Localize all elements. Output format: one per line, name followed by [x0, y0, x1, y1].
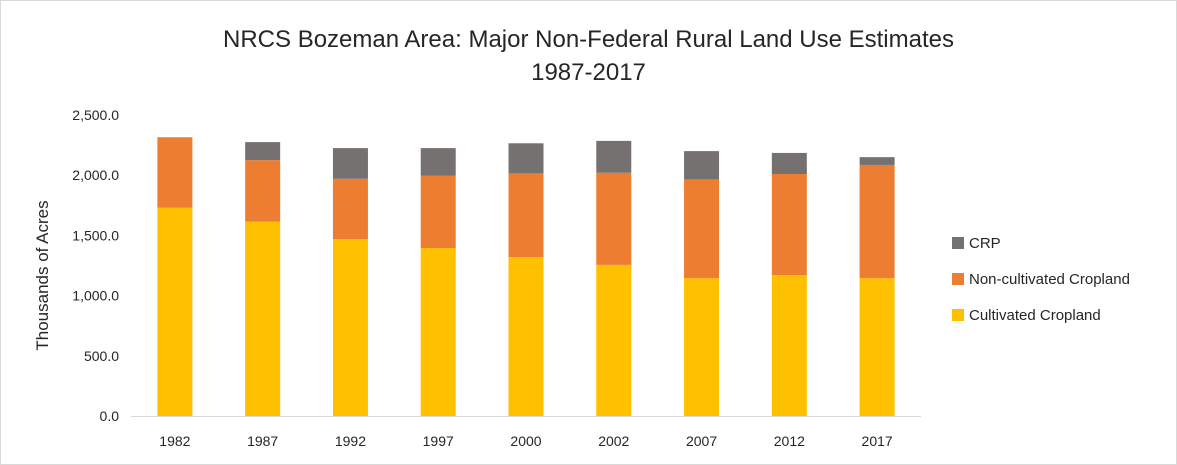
bar-cultivated-cropland-1987 [245, 221, 281, 416]
y-axis-title: Thousands of Acres [33, 200, 52, 350]
bar-non-cultivated-cropland-2002 [596, 172, 632, 265]
x-tick-label: 2017 [862, 433, 893, 449]
legend-label-non-cultivated-cropland: Non-cultivated Cropland [969, 271, 1130, 288]
x-tick-label: 1992 [335, 433, 366, 449]
legend-swatch-cultivated-cropland [952, 309, 964, 321]
y-tick-label: 1,000.0 [72, 288, 119, 304]
y-tick-label: 2,500.0 [72, 107, 119, 123]
chart-subtitle-line: 1987-2017 [531, 59, 646, 86]
bar-cultivated-cropland-2007 [684, 278, 720, 416]
bar-non-cultivated-cropland-1987 [245, 160, 281, 222]
x-tick-label: 2002 [598, 433, 629, 449]
legend-label-crp: CRP [969, 235, 1001, 252]
chart-title-line: NRCS Bozeman Area: Major Non-Federal Rur… [223, 26, 954, 53]
x-tick-label: 1997 [423, 433, 454, 449]
bar-crp-2017 [859, 157, 895, 165]
chart-title: NRCS Bozeman Area: Major Non-Federal Rur… [1, 23, 1176, 89]
bar-cultivated-cropland-1992 [332, 239, 368, 416]
bar-cultivated-cropland-2012 [771, 275, 807, 416]
bar-non-cultivated-cropland-1982 [157, 137, 193, 208]
bar-crp-1997 [420, 148, 456, 176]
x-tick-label: 1987 [247, 433, 278, 449]
bar-crp-1987 [245, 142, 281, 161]
x-tick-label: 2007 [686, 433, 717, 449]
x-tick-label: 2012 [774, 433, 805, 449]
x-tick-label: 1982 [159, 433, 190, 449]
y-tick-label: 2,000.0 [72, 167, 119, 183]
bar-non-cultivated-cropland-2012 [771, 173, 807, 276]
bar-cultivated-cropland-2017 [859, 278, 895, 416]
y-tick-label: 500.0 [84, 348, 119, 364]
bar-cultivated-cropland-2002 [596, 264, 632, 416]
bar-crp-2007 [684, 151, 720, 180]
bar-cultivated-cropland-2000 [508, 257, 544, 416]
legend-swatch-crp [952, 237, 964, 249]
bar-non-cultivated-cropland-2000 [508, 173, 544, 258]
bar-crp-2000 [508, 143, 544, 174]
bar-crp-1992 [332, 148, 368, 179]
bar-non-cultivated-cropland-2007 [684, 179, 720, 279]
y-tick-label: 1,500.0 [72, 227, 119, 243]
y-tick-label: 0.0 [100, 408, 120, 424]
bar-non-cultivated-cropland-1997 [420, 175, 456, 249]
bar-cultivated-cropland-1982 [157, 207, 193, 416]
bar-crp-2002 [596, 140, 632, 173]
bar-cultivated-cropland-1997 [420, 248, 456, 416]
bar-non-cultivated-cropland-1992 [332, 178, 368, 240]
x-tick-label: 2000 [510, 433, 541, 449]
legend-label-cultivated-cropland: Cultivated Cropland [969, 307, 1101, 324]
bar-non-cultivated-cropland-2017 [859, 164, 895, 279]
bar-crp-2012 [771, 152, 807, 174]
legend-swatch-non-cultivated-cropland [952, 273, 964, 285]
